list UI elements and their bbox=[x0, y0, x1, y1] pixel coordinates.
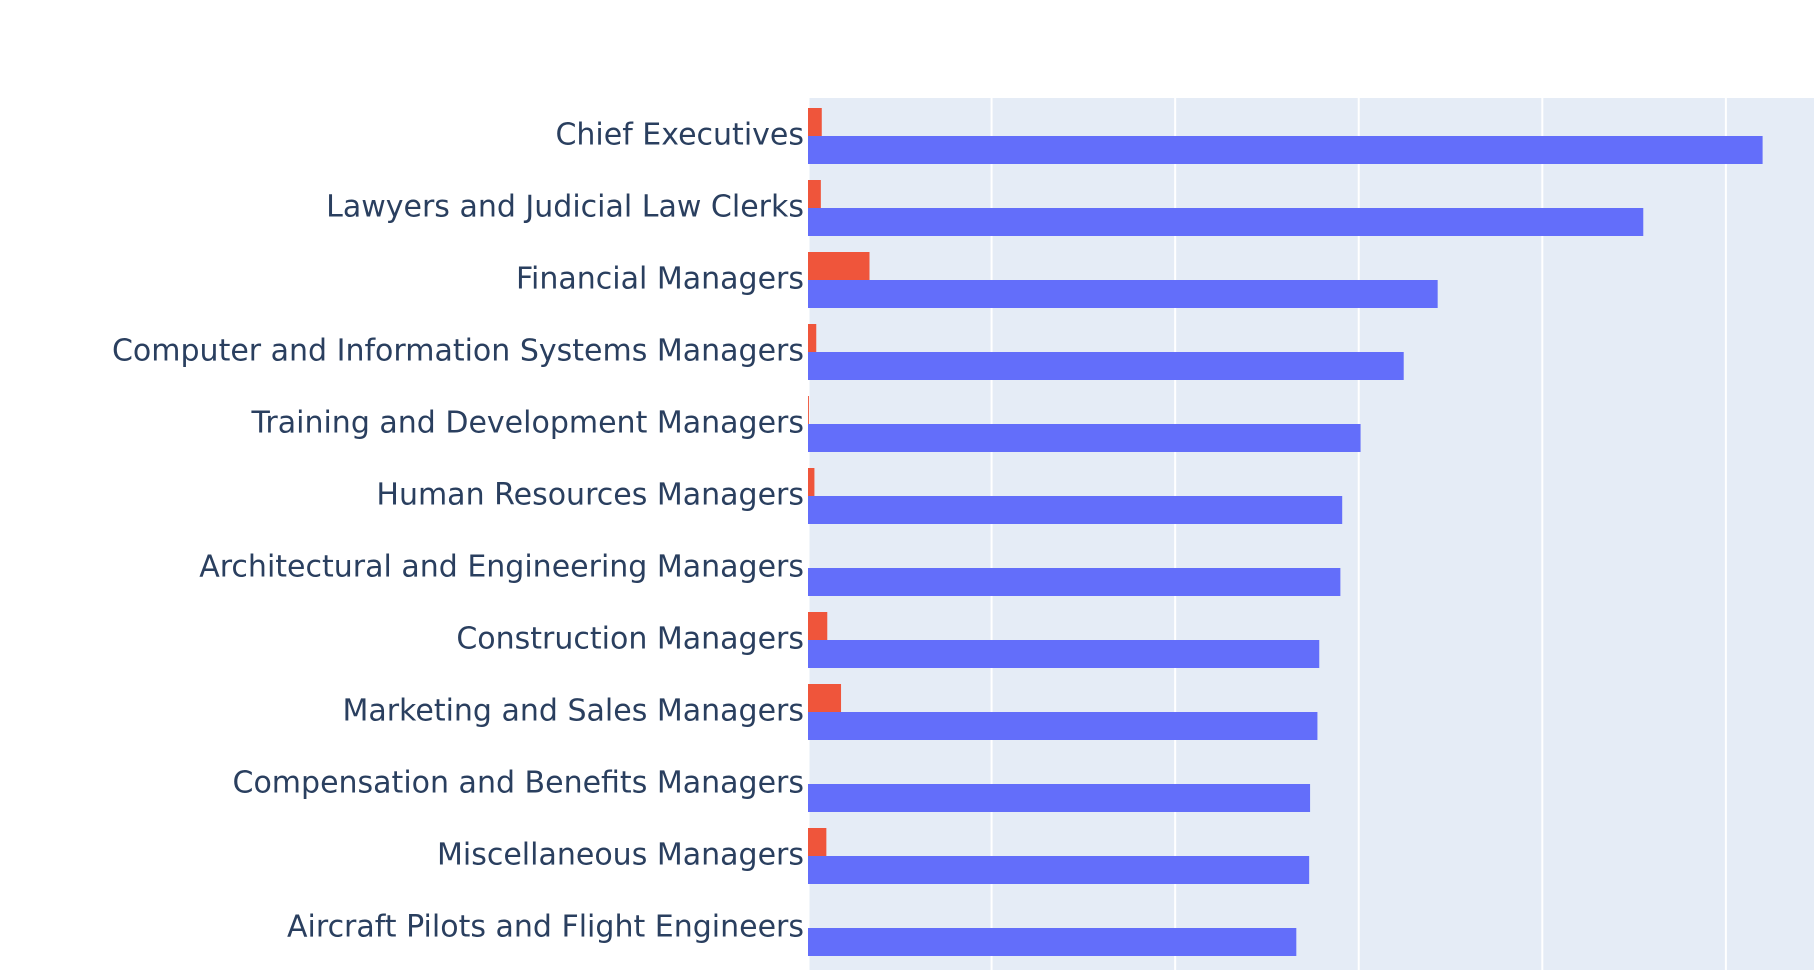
bar-series-1-row-11 bbox=[808, 828, 827, 856]
bar-series-2-row-10 bbox=[808, 784, 1311, 812]
category-label: Chief Executives bbox=[555, 118, 804, 153]
category-label: Compensation and Benefits Managers bbox=[233, 766, 805, 801]
category-label: Architectural and Engineering Managers bbox=[199, 550, 804, 585]
category-label: Computer and Information Systems Manager… bbox=[112, 334, 804, 369]
bar-series-1-row-1 bbox=[808, 108, 822, 136]
category-label: Marketing and Sales Managers bbox=[342, 694, 804, 729]
bar-series-2-row-1 bbox=[808, 136, 1763, 164]
bar-series-2-row-9 bbox=[808, 712, 1318, 740]
bar-series-2-row-2 bbox=[808, 208, 1644, 236]
bars bbox=[808, 108, 1763, 956]
bar-series-1-row-6 bbox=[808, 468, 815, 496]
category-labels: Chief Executives Lawyers and Judicial Law… bbox=[112, 118, 804, 945]
bar-series-2-row-12 bbox=[808, 928, 1297, 956]
bar-series-1-row-5 bbox=[808, 396, 809, 424]
bar-series-2-row-4 bbox=[808, 352, 1404, 380]
category-label: Human Resources Managers bbox=[376, 478, 804, 513]
bar-series-1-row-8 bbox=[808, 612, 828, 640]
bar-series-2-row-5 bbox=[808, 424, 1361, 452]
category-label: Aircraft Pilots and Flight Engineers bbox=[287, 910, 804, 945]
bar-series-2-row-6 bbox=[808, 496, 1343, 524]
category-label: Training and Development Managers bbox=[250, 406, 804, 441]
bar-series-1-row-9 bbox=[808, 684, 842, 712]
bar-series-2-row-3 bbox=[808, 280, 1438, 308]
bar-series-1-row-2 bbox=[808, 180, 821, 208]
bar-series-1-row-4 bbox=[808, 324, 817, 352]
category-label: Financial Managers bbox=[516, 262, 804, 297]
bar-series-2-row-7 bbox=[808, 568, 1341, 596]
category-label: Construction Managers bbox=[456, 622, 804, 657]
plot-background bbox=[808, 98, 1814, 970]
category-label: Lawyers and Judicial Law Clerks bbox=[326, 190, 804, 225]
bar-series-1-row-3 bbox=[808, 252, 870, 280]
bar-series-2-row-8 bbox=[808, 640, 1320, 668]
bar-series-2-row-11 bbox=[808, 856, 1310, 884]
gridlines bbox=[806, 98, 1727, 970]
category-label: Miscellaneous Managers bbox=[437, 838, 804, 873]
